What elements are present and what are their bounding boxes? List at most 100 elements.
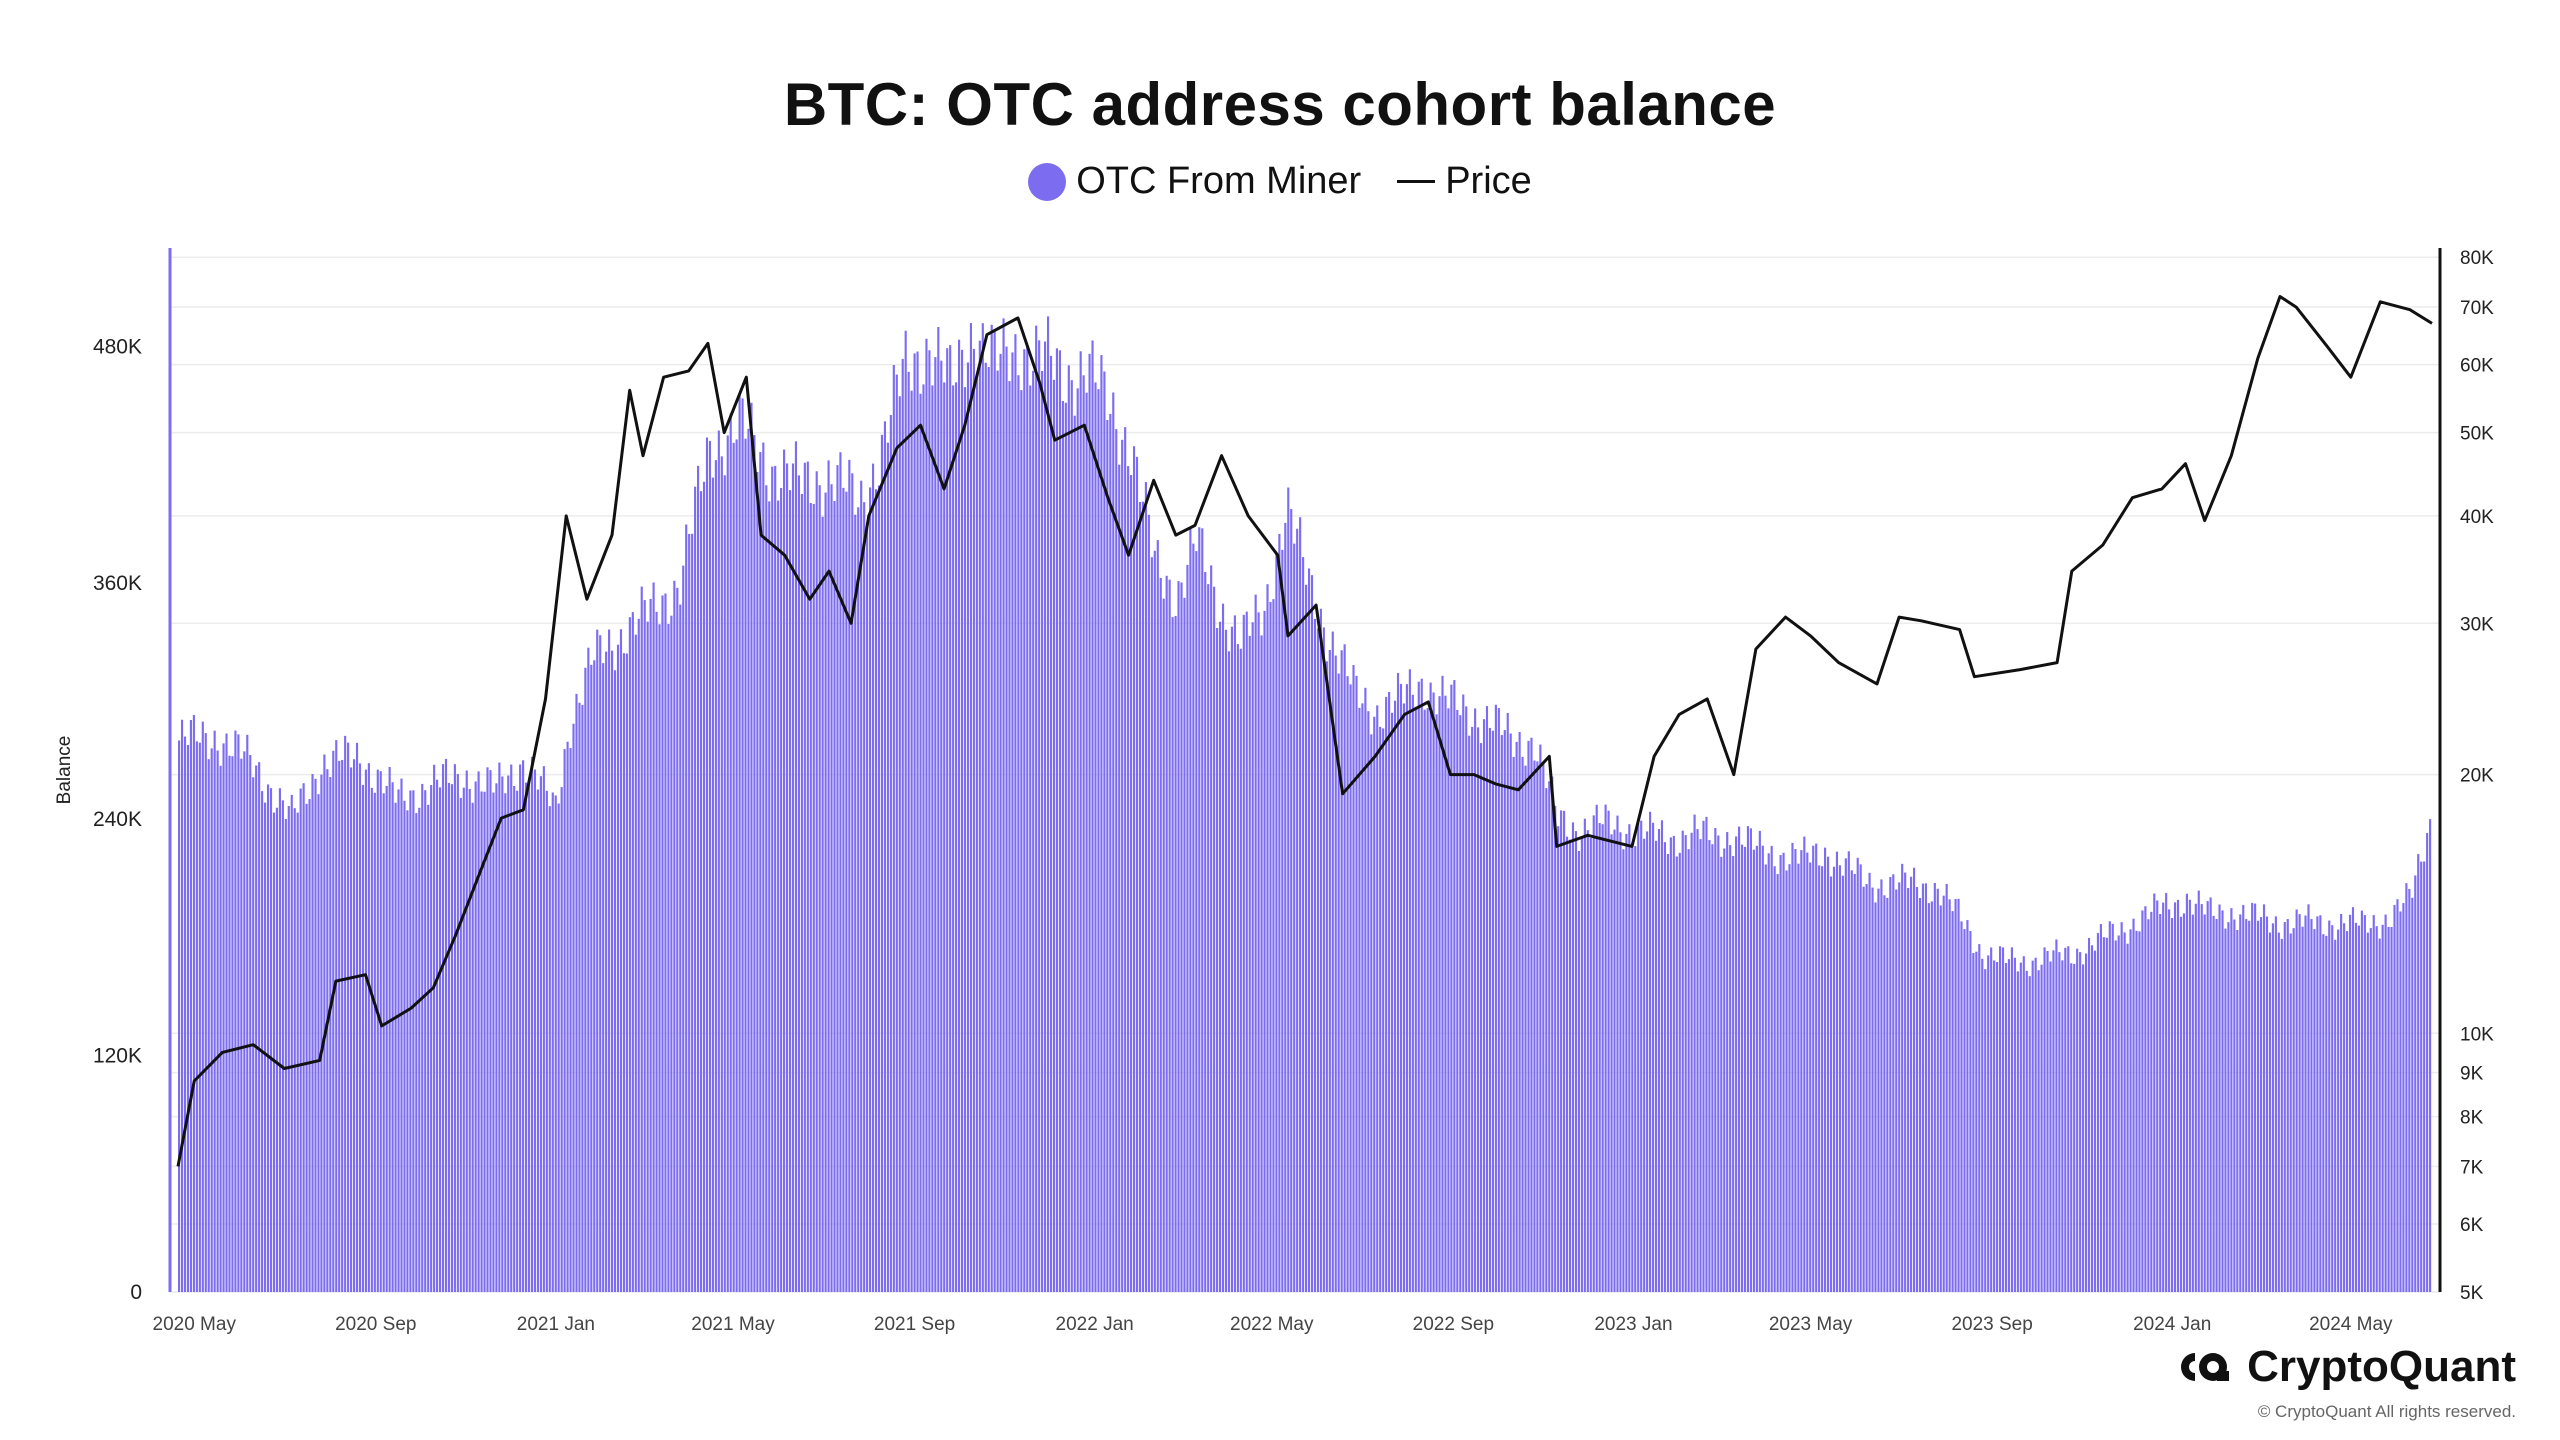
- otc-balance-bar: [1509, 733, 1512, 1292]
- otc-balance-bar: [1041, 371, 1044, 1292]
- otc-balance-bar: [987, 367, 990, 1292]
- otc-balance-bar: [2351, 907, 2355, 1292]
- otc-balance-bar: [311, 774, 314, 1292]
- otc-balance-bar: [765, 485, 768, 1292]
- line-series-price: [176, 295, 2433, 1167]
- otc-balance-bar: [661, 595, 664, 1292]
- otc-balance-bar: [1930, 901, 1933, 1292]
- otc-balance-bar: [889, 415, 892, 1292]
- otc-balance-bar: [1966, 920, 1969, 1292]
- otc-balance-bar: [1088, 353, 1091, 1293]
- otc-balance-bar: [2420, 861, 2423, 1292]
- otc-balance-bar: [842, 487, 845, 1292]
- otc-balance-bar: [430, 785, 433, 1292]
- otc-balance-bar: [999, 353, 1002, 1292]
- otc-balance-bar: [937, 326, 940, 1292]
- legend-item-price[interactable]: Price: [1397, 160, 1532, 203]
- otc-balance-bar: [370, 787, 373, 1292]
- otc-balance-bar: [453, 764, 456, 1292]
- otc-balance-bar: [1901, 863, 1904, 1292]
- legend-item-otc[interactable]: OTC From Miner: [1028, 160, 1361, 203]
- otc-balance-bar: [1316, 628, 1319, 1292]
- y-left-tick-label: 0: [130, 1281, 142, 1304]
- otc-balance-bar: [2004, 962, 2008, 1292]
- otc-balance-bar: [400, 778, 403, 1292]
- otc-balance-bar: [750, 402, 753, 1292]
- otc-balance-bar: [305, 803, 308, 1292]
- otc-balance-bar: [966, 362, 970, 1293]
- otc-balance-bar: [1429, 682, 1432, 1292]
- otc-balance-bar: [869, 487, 872, 1292]
- otc-balance-bar: [1355, 675, 1358, 1292]
- otc-balance-bar: [1942, 895, 1945, 1292]
- otc-balance-bar: [382, 793, 385, 1292]
- otc-balance-bar: [2328, 920, 2331, 1292]
- otc-balance-bar: [2340, 913, 2343, 1292]
- otc-balance-bar: [877, 485, 881, 1292]
- otc-balance-bar: [1646, 831, 1649, 1292]
- otc-balance-bar: [1749, 828, 1753, 1292]
- otc-balance-bar: [403, 800, 406, 1292]
- otc-balance-bar: [673, 580, 676, 1292]
- otc-balance-bar: [2126, 943, 2129, 1292]
- otc-balance-bar: [2292, 928, 2295, 1292]
- otc-balance-bar: [2206, 901, 2209, 1292]
- otc-balance-bar: [1895, 889, 1898, 1292]
- otc-balance-bar: [806, 461, 809, 1292]
- otc-balance-bar: [1939, 905, 1942, 1292]
- otc-balance-bar: [1254, 594, 1257, 1292]
- otc-balance-bar: [465, 770, 468, 1292]
- otc-balance-bar: [2274, 916, 2277, 1292]
- otc-balance-bar: [1850, 870, 1853, 1292]
- otc-balance-bar: [735, 439, 738, 1292]
- otc-balance-bar: [726, 435, 729, 1292]
- otc-balance-bar: [1767, 853, 1770, 1292]
- otc-balance-bar: [1373, 716, 1376, 1292]
- otc-balance-bar: [326, 769, 329, 1292]
- otc-balance-bar: [1957, 898, 1960, 1292]
- x-tick-label: 2022 Jan: [1056, 1314, 1134, 1335]
- otc-balance-bar: [2331, 925, 2334, 1292]
- otc-balance-bar: [234, 730, 237, 1292]
- otc-balance-bar: [892, 365, 895, 1292]
- otc-balance-bar: [228, 755, 231, 1292]
- otc-balance-bar: [676, 587, 679, 1292]
- otc-balance-bar: [2203, 914, 2206, 1292]
- y-right-tick-label: 6K: [2460, 1215, 2484, 1236]
- otc-balance-bar: [2387, 926, 2390, 1292]
- otc-balance-bar: [261, 791, 264, 1292]
- otc-balance-bar: [1382, 728, 1385, 1292]
- otc-balance-bar: [1331, 631, 1334, 1292]
- otc-balance-bar: [809, 503, 812, 1292]
- otc-balance-bar: [1468, 735, 1471, 1292]
- y-axis-title: Balance: [54, 736, 75, 805]
- y-right-tick-label: 40K: [2460, 507, 2494, 528]
- otc-balance-bar: [2191, 914, 2194, 1292]
- otc-balance-bar: [2016, 971, 2019, 1292]
- otc-balance-bar: [1527, 740, 1530, 1292]
- otc-balance-bar: [1263, 610, 1266, 1292]
- otc-balance-bar: [2319, 915, 2322, 1292]
- otc-balance-bar: [438, 787, 442, 1292]
- otc-balance-bar: [949, 345, 952, 1292]
- otc-balance-bar: [729, 413, 732, 1293]
- otc-balance-bar: [1109, 413, 1112, 1293]
- otc-balance-bar: [830, 484, 833, 1292]
- otc-balance-bar: [1729, 845, 1732, 1292]
- otc-balance-bar: [916, 351, 919, 1292]
- y-right-tick-label: 9K: [2460, 1064, 2484, 1085]
- otc-balance-bar: [525, 782, 528, 1292]
- otc-balance-bar: [1201, 528, 1204, 1292]
- otc-balance-bar: [1732, 856, 1735, 1292]
- otc-balance-bar: [631, 612, 634, 1292]
- otc-balance-bar: [1981, 958, 1984, 1292]
- otc-balance-bar: [1898, 882, 1901, 1292]
- otc-balance-bar: [919, 393, 922, 1292]
- otc-balance-bar: [1097, 389, 1100, 1292]
- otc-balance-bar: [237, 734, 240, 1292]
- otc-balance-bar: [1649, 811, 1652, 1292]
- otc-balance-bar: [1521, 756, 1524, 1292]
- otc-balance-bar: [1216, 628, 1219, 1292]
- otc-balance-bar: [264, 802, 267, 1292]
- otc-balance-bar: [1221, 603, 1225, 1292]
